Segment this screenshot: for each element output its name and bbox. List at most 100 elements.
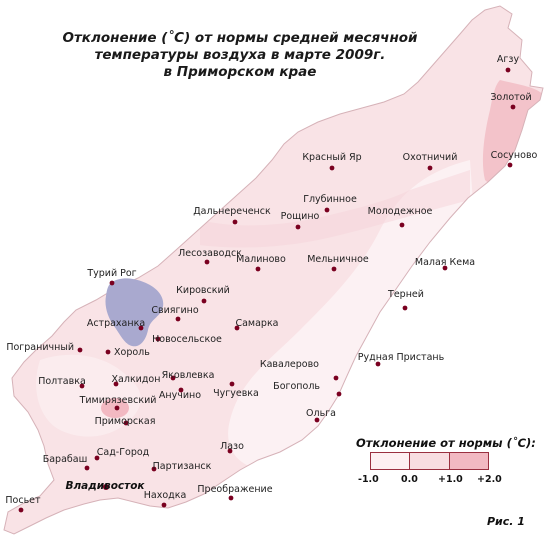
city-20-marker xyxy=(77,347,83,353)
city-19-label: Самарка xyxy=(235,318,278,329)
city-9-marker xyxy=(204,259,210,265)
city-13-label: Турий Рог xyxy=(86,268,136,279)
map-title-line-2: температуры воздуха в марте 2009г. xyxy=(94,47,386,63)
city-27-label: Полтавка xyxy=(38,376,86,387)
city-2-label: Сосуново xyxy=(491,150,538,161)
city-17-label: Астраханка xyxy=(87,318,145,329)
city-21-label: Хороль xyxy=(114,347,150,358)
city-30-marker xyxy=(114,405,120,411)
city-24-marker xyxy=(113,381,119,387)
city-16-label: Свиягино xyxy=(151,305,198,316)
city-38-marker xyxy=(228,495,234,501)
city-22-marker xyxy=(375,361,381,367)
city-3-label: Красный Яр xyxy=(302,152,361,163)
figure-label: Рис. 1 xyxy=(487,515,525,528)
city-18-marker xyxy=(155,336,161,342)
city-29-label: Чугуевка xyxy=(213,388,259,399)
city-15-marker xyxy=(402,305,408,311)
city-8-label: Дальнереченск xyxy=(193,206,271,217)
city-32-marker xyxy=(123,420,129,426)
city-26-label: Богополь xyxy=(273,381,320,392)
city-10-label: Малиново xyxy=(236,254,286,265)
city-28-marker xyxy=(178,387,184,393)
city-35-label: Барабаш xyxy=(43,454,88,465)
city-31-label: Ольга xyxy=(306,408,336,419)
city-5-label: Глубинное xyxy=(303,194,357,205)
map-title-line-3: в Приморском крае xyxy=(163,64,317,80)
city-34-marker xyxy=(94,455,100,461)
zone-mid-band xyxy=(200,170,470,248)
city-8-marker xyxy=(232,219,238,225)
city-5-marker xyxy=(324,207,330,213)
city-18-label: Новосельское xyxy=(152,334,222,345)
city-6-label: Рощино xyxy=(281,211,320,222)
city-12-marker xyxy=(442,265,448,271)
city-39-marker xyxy=(161,502,167,508)
city-27-marker xyxy=(79,383,85,389)
city-14-marker xyxy=(201,298,207,304)
city-21-marker xyxy=(105,349,111,355)
city-9-label: Лесозаводск xyxy=(178,248,242,259)
city-28-label: Анучино xyxy=(159,390,201,401)
city-1-label: Золотой xyxy=(490,92,531,103)
city-40-label: Посьет xyxy=(5,495,41,506)
city-4-marker xyxy=(427,165,433,171)
city-26-marker xyxy=(336,391,342,397)
legend-tick-3: +1.0 xyxy=(438,474,463,485)
map-title-line-1: Отклонение (˚С) от нормы средней месячно… xyxy=(62,30,418,46)
city-13-marker xyxy=(109,280,115,286)
city-15-label: Терней xyxy=(387,289,424,300)
city-20-label: Пограничный xyxy=(6,342,74,353)
city-36-label: Партизанск xyxy=(153,461,212,472)
lake-khanka xyxy=(105,278,164,347)
city-33-marker xyxy=(227,448,233,454)
city-19-marker xyxy=(234,325,240,331)
city-0-label: Агзу xyxy=(497,54,520,65)
city-16-marker xyxy=(175,316,181,322)
city-10-marker xyxy=(255,266,261,272)
city-11-label: Мельничное xyxy=(307,254,369,265)
city-4-label: Охотничий xyxy=(403,152,458,163)
city-36-marker xyxy=(151,466,157,472)
region-outline xyxy=(3,5,544,535)
city-33-label: Лазо xyxy=(220,441,244,452)
city-35-marker xyxy=(84,465,90,471)
city-37-marker xyxy=(103,484,109,490)
city-34-label: Сад-Город xyxy=(97,447,150,458)
legend-tick-4: +2.0 xyxy=(477,474,502,485)
city-0-marker xyxy=(505,67,511,73)
city-25-label: Яковлевка xyxy=(162,370,215,381)
legend-title: Отклонение от нормы (˚С): xyxy=(356,436,536,450)
legend-class-1 xyxy=(370,452,410,470)
city-32-label: Приморская xyxy=(95,416,156,427)
city-3-marker xyxy=(329,165,335,171)
legend-tick-2: 0.0 xyxy=(401,474,418,485)
city-6-marker xyxy=(295,224,301,230)
city-24-label: Халкидон xyxy=(112,374,161,385)
city-14-label: Кировский xyxy=(176,285,230,296)
map-title: Отклонение (˚С) от нормы средней месячно… xyxy=(40,30,440,81)
legend-tick-1: -1.0 xyxy=(358,474,379,485)
city-23-label: Кавалерово xyxy=(260,359,319,370)
legend-class-2 xyxy=(409,452,450,470)
city-31-marker xyxy=(314,417,320,423)
city-39-label: Находка xyxy=(144,490,187,501)
city-30-label: Тимирязевский xyxy=(79,395,157,406)
city-1-marker xyxy=(510,104,516,110)
city-22-label: Рудная Пристань xyxy=(358,352,445,363)
city-40-marker xyxy=(18,507,24,513)
city-23-marker xyxy=(333,375,339,381)
city-37-label: Владивосток xyxy=(65,480,145,492)
city-29-marker xyxy=(229,381,235,387)
city-25-marker xyxy=(170,375,176,381)
city-17-marker xyxy=(138,325,144,331)
zone-warm-northeast xyxy=(482,80,543,186)
city-7-marker xyxy=(399,222,405,228)
city-7-label: Молодежное xyxy=(368,206,433,217)
legend-class-3 xyxy=(449,452,489,470)
city-12-label: Малая Кема xyxy=(415,257,475,268)
cities-layer: Агзу Золотой Сосуново Красный Яр Охотничий Гл… xyxy=(5,54,538,513)
city-38-label: Преображение xyxy=(197,484,272,495)
city-2-marker xyxy=(507,162,513,168)
